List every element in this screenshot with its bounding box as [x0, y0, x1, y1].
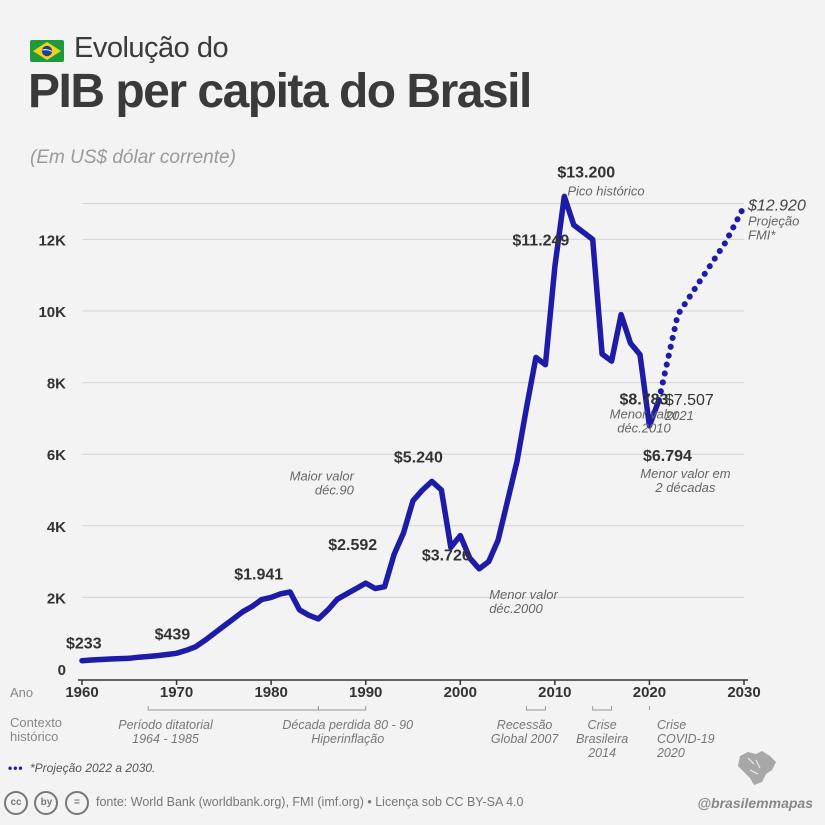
- annotation-note: Pico histórico: [567, 183, 644, 198]
- projection-legend-label: *Projeção 2022 a 2030.: [29, 761, 156, 775]
- data-label: $11.249: [512, 232, 569, 249]
- y-tick-label: 6K: [47, 447, 66, 464]
- data-label: $3.726: [422, 548, 471, 565]
- context-period-label: Brasileira: [576, 732, 628, 746]
- chart-subtitle: Evolução do: [74, 32, 229, 64]
- y-tick-label: 2K: [47, 590, 66, 607]
- annotation-note: déc.2000: [489, 601, 543, 616]
- x-tick-label: 2000: [444, 684, 477, 701]
- data-label: $5.240: [394, 449, 443, 466]
- context-period-label: Recessão: [497, 718, 553, 732]
- x-tick-label: 2030: [727, 684, 760, 701]
- data-label: $12.920: [747, 197, 806, 214]
- context-period-label: Crise: [588, 718, 617, 732]
- series-line-projection: [655, 203, 747, 404]
- unit-note: (Em US$ dólar corrente): [30, 147, 236, 168]
- x-axis-label: Ano: [10, 685, 33, 700]
- projection-legend: ••• *Projeção 2022 a 2030.: [8, 761, 155, 775]
- x-tick-label: 1960: [65, 684, 98, 701]
- series-line-historical: [79, 193, 662, 664]
- data-label: $6.794: [643, 448, 692, 465]
- context-label: histórico: [10, 729, 58, 744]
- context-bracket: [147, 706, 319, 711]
- y-tick-label: 12K: [38, 232, 66, 249]
- y-tick-label: 10K: [38, 304, 66, 321]
- annotation-note: Menor valor: [610, 407, 679, 422]
- footer: cc by = fonte: World Bank (worldbank.org…: [0, 789, 825, 819]
- chart-title: PIB per capita do Brasil: [28, 65, 532, 118]
- x-tick-label: 1970: [160, 684, 193, 701]
- annotation-note: 2021: [664, 408, 694, 423]
- x-tick-label: 1990: [349, 684, 382, 701]
- data-label: $439: [155, 626, 191, 643]
- annotation-note: Projeção: [748, 213, 799, 228]
- author-handle: @brasilemmapas: [697, 795, 813, 811]
- context-label: Contexto: [10, 715, 62, 730]
- annotation-note: déc.2010: [617, 421, 671, 436]
- annotation-note: Menor valor: [489, 587, 558, 602]
- context-bracket: [525, 706, 546, 711]
- annotation-note: déc.90: [315, 482, 355, 497]
- context-bracket: [317, 706, 367, 711]
- data-label: $7.507: [665, 392, 714, 409]
- brazil-map-icon: [738, 751, 776, 785]
- x-tick-label: 2010: [538, 684, 571, 701]
- context-bracket: [592, 706, 613, 711]
- data-label: $8.783: [620, 392, 669, 409]
- x-tick-label: 2020: [633, 684, 666, 701]
- context-period-label: Global 2007: [491, 732, 559, 746]
- x-tick-label: 1980: [254, 684, 287, 701]
- attribution-icon: by: [34, 791, 59, 815]
- annotation-note: Menor valor em: [640, 466, 730, 481]
- context-period-label: 1964 - 1985: [132, 732, 199, 746]
- context-period-label: 2014: [587, 746, 616, 760]
- data-label: $2.592: [328, 537, 377, 554]
- context-period-label: Crise: [657, 718, 686, 732]
- annotation-note: 2 décadas: [654, 480, 715, 495]
- license-icons: cc by =: [4, 791, 91, 815]
- y-tick-label: 8K: [47, 376, 66, 393]
- no-derivatives-icon: =: [64, 791, 89, 815]
- data-label: $13.200: [557, 164, 615, 181]
- dotted-line-legend-icon: •••: [8, 761, 24, 775]
- context-period-label: Período ditatorial: [118, 718, 214, 732]
- data-label: $1.941: [234, 567, 283, 584]
- context-period-label: COVID-19: [657, 732, 715, 746]
- source-note: fonte: World Bank (worldbank.org), FMI (…: [96, 795, 524, 809]
- context-period-label: Hiperinflação: [311, 732, 384, 746]
- y-tick-label: 4K: [47, 519, 66, 536]
- context-period-label: Década perdida 80 - 90: [282, 718, 413, 732]
- cc-icon: cc: [4, 791, 28, 815]
- annotation-note: Maior valor: [290, 468, 355, 483]
- brazil-flag-icon: [30, 40, 64, 62]
- y-tick-label: 0: [58, 662, 66, 679]
- annotation-note: FMI*: [748, 227, 776, 242]
- data-label: $233: [66, 636, 102, 653]
- context-period-label: 2020: [656, 746, 685, 760]
